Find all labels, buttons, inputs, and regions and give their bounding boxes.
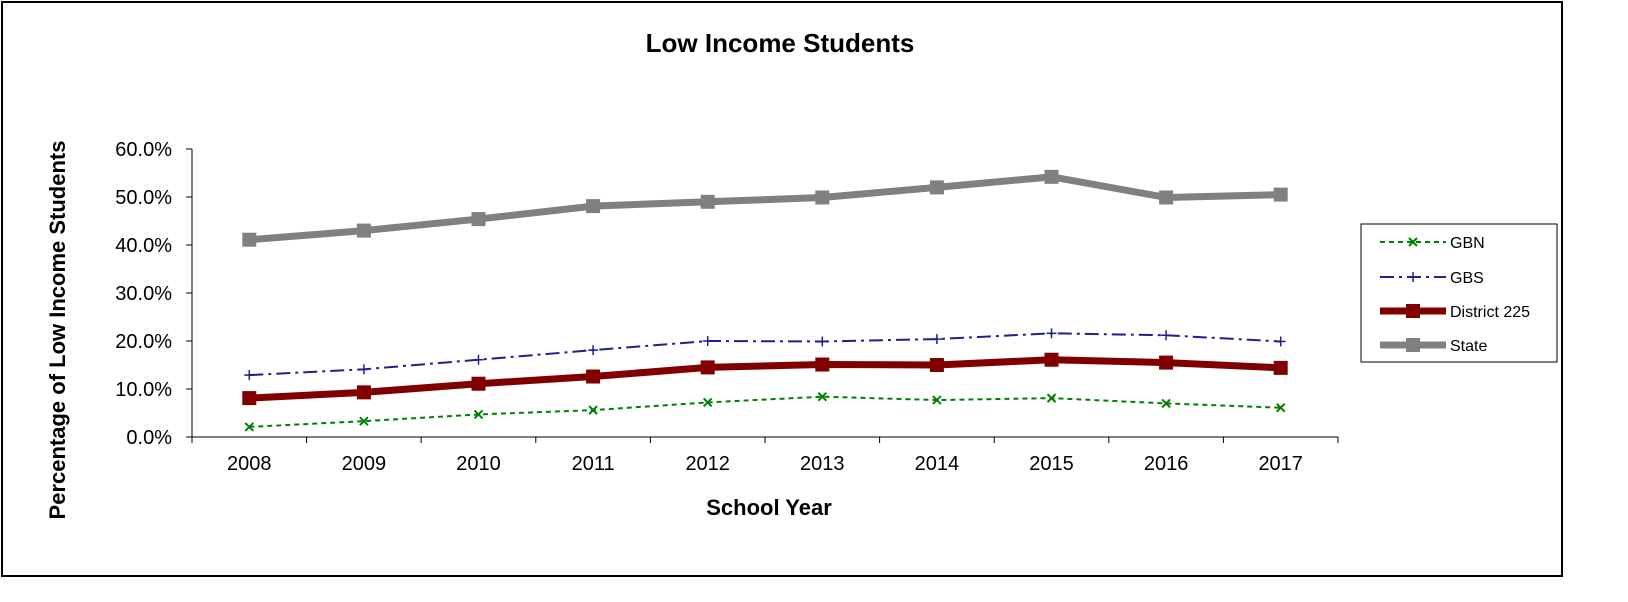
data-point-gbs (588, 345, 599, 356)
data-point-gbn (1275, 403, 1286, 413)
data-point-district-225 (815, 357, 830, 372)
series-state (242, 169, 1288, 247)
data-point-district-225 (586, 369, 601, 384)
x-tick-label: 2010 (456, 453, 501, 475)
x-tick-label: 2011 (572, 453, 615, 475)
data-point-gbs (1275, 336, 1286, 347)
axes: 0.0% 10.0% 20.0% 30.0% 40.0% 50.0% 60.0% 2008 20… (115, 139, 1339, 475)
legend-item-district-225: District 225 (1380, 304, 1530, 321)
data-point-gbn (1161, 398, 1171, 409)
data-point-gbn (817, 391, 828, 402)
data-point-district-225 (242, 391, 257, 406)
data-point-gbn (359, 416, 369, 426)
x-tick-label: 2016 (1144, 453, 1189, 475)
data-point-gbn (1046, 393, 1057, 403)
x-tick-label: 2017 (1258, 453, 1303, 475)
legend-item-state: State (1380, 338, 1487, 355)
series-layer (242, 169, 1288, 432)
y-tick-label: 20.0% (115, 331, 172, 353)
data-point-gbs (702, 336, 713, 346)
data-point-state (700, 194, 715, 209)
series-line-state (249, 173, 1281, 244)
data-point-gbn (244, 422, 255, 432)
data-point-gbs (1161, 330, 1172, 341)
data-point-district-225 (700, 360, 715, 375)
x-tick-label: 2015 (1029, 453, 1074, 475)
legend-item-gbn: GBN (1380, 235, 1485, 252)
series-district-225 (242, 352, 1288, 406)
legend-label-district-225: District 225 (1450, 304, 1530, 321)
data-point-gbs (817, 336, 828, 347)
series-gbn (244, 391, 1286, 432)
data-point-gbn (932, 395, 942, 405)
data-point-state (242, 232, 257, 247)
y-tick-label: 40.0% (115, 235, 172, 257)
data-point-state (1044, 169, 1059, 184)
data-point-district-225 (1044, 352, 1059, 367)
data-point-gbs (1046, 328, 1057, 339)
data-point-gbs (244, 370, 255, 381)
data-point-district-225 (471, 376, 486, 391)
y-tick-label: 50.0% (115, 187, 172, 209)
data-point-gbn (702, 397, 713, 408)
legend-marker-gbs (1408, 272, 1418, 282)
y-tick-label: 30.0% (115, 283, 172, 305)
x-axis-title: School Year (706, 495, 832, 520)
y-tick-label: 10.0% (115, 379, 172, 401)
data-point-state (1273, 187, 1288, 202)
series-gbs (244, 328, 1286, 381)
data-point-gbs (473, 354, 484, 365)
legend-label-gbs: GBS (1450, 270, 1484, 287)
data-point-state (356, 223, 371, 238)
data-point-district-225 (1273, 360, 1288, 375)
series-line-gbs (249, 332, 1281, 377)
data-point-district-225 (929, 358, 944, 372)
data-point-gbs (358, 364, 369, 375)
x-tick-label: 2013 (800, 453, 845, 475)
series-line-district-225 (249, 356, 1281, 402)
data-point-state (929, 180, 944, 195)
legend-box (1360, 223, 1558, 363)
legend-label-gbn: GBN (1450, 235, 1485, 252)
legend: GBN GBS District 225 State (1360, 223, 1558, 363)
legend-marker-state (1406, 338, 1420, 352)
legend-marker-district-225 (1406, 304, 1420, 318)
data-point-gbn (588, 405, 598, 415)
x-tick-label: 2009 (342, 453, 387, 475)
series-line-gbn (249, 395, 1281, 428)
data-point-gbn (473, 409, 484, 420)
legend-label-state: State (1450, 338, 1487, 355)
chart-title: Low Income Students (646, 28, 915, 58)
y-tick-label: 0.0% (126, 427, 172, 449)
x-tick-label: 2008 (227, 453, 272, 475)
data-point-district-225 (356, 385, 371, 400)
legend-marker-gbn (1408, 237, 1418, 247)
chart-frame (1, 1, 1563, 577)
data-point-state (815, 190, 830, 205)
data-point-state (1159, 190, 1174, 205)
data-point-state (586, 199, 601, 214)
x-tick-label: 2012 (685, 453, 730, 475)
y-axis-title: Percentage of Low Income Students (45, 141, 70, 520)
x-tick-label: 2014 (915, 453, 960, 475)
data-point-gbs (931, 334, 942, 345)
y-tick-label: 60.0% (115, 139, 172, 161)
data-point-state (471, 212, 486, 227)
legend-item-gbs: GBS (1380, 270, 1484, 287)
data-point-district-225 (1159, 355, 1174, 370)
